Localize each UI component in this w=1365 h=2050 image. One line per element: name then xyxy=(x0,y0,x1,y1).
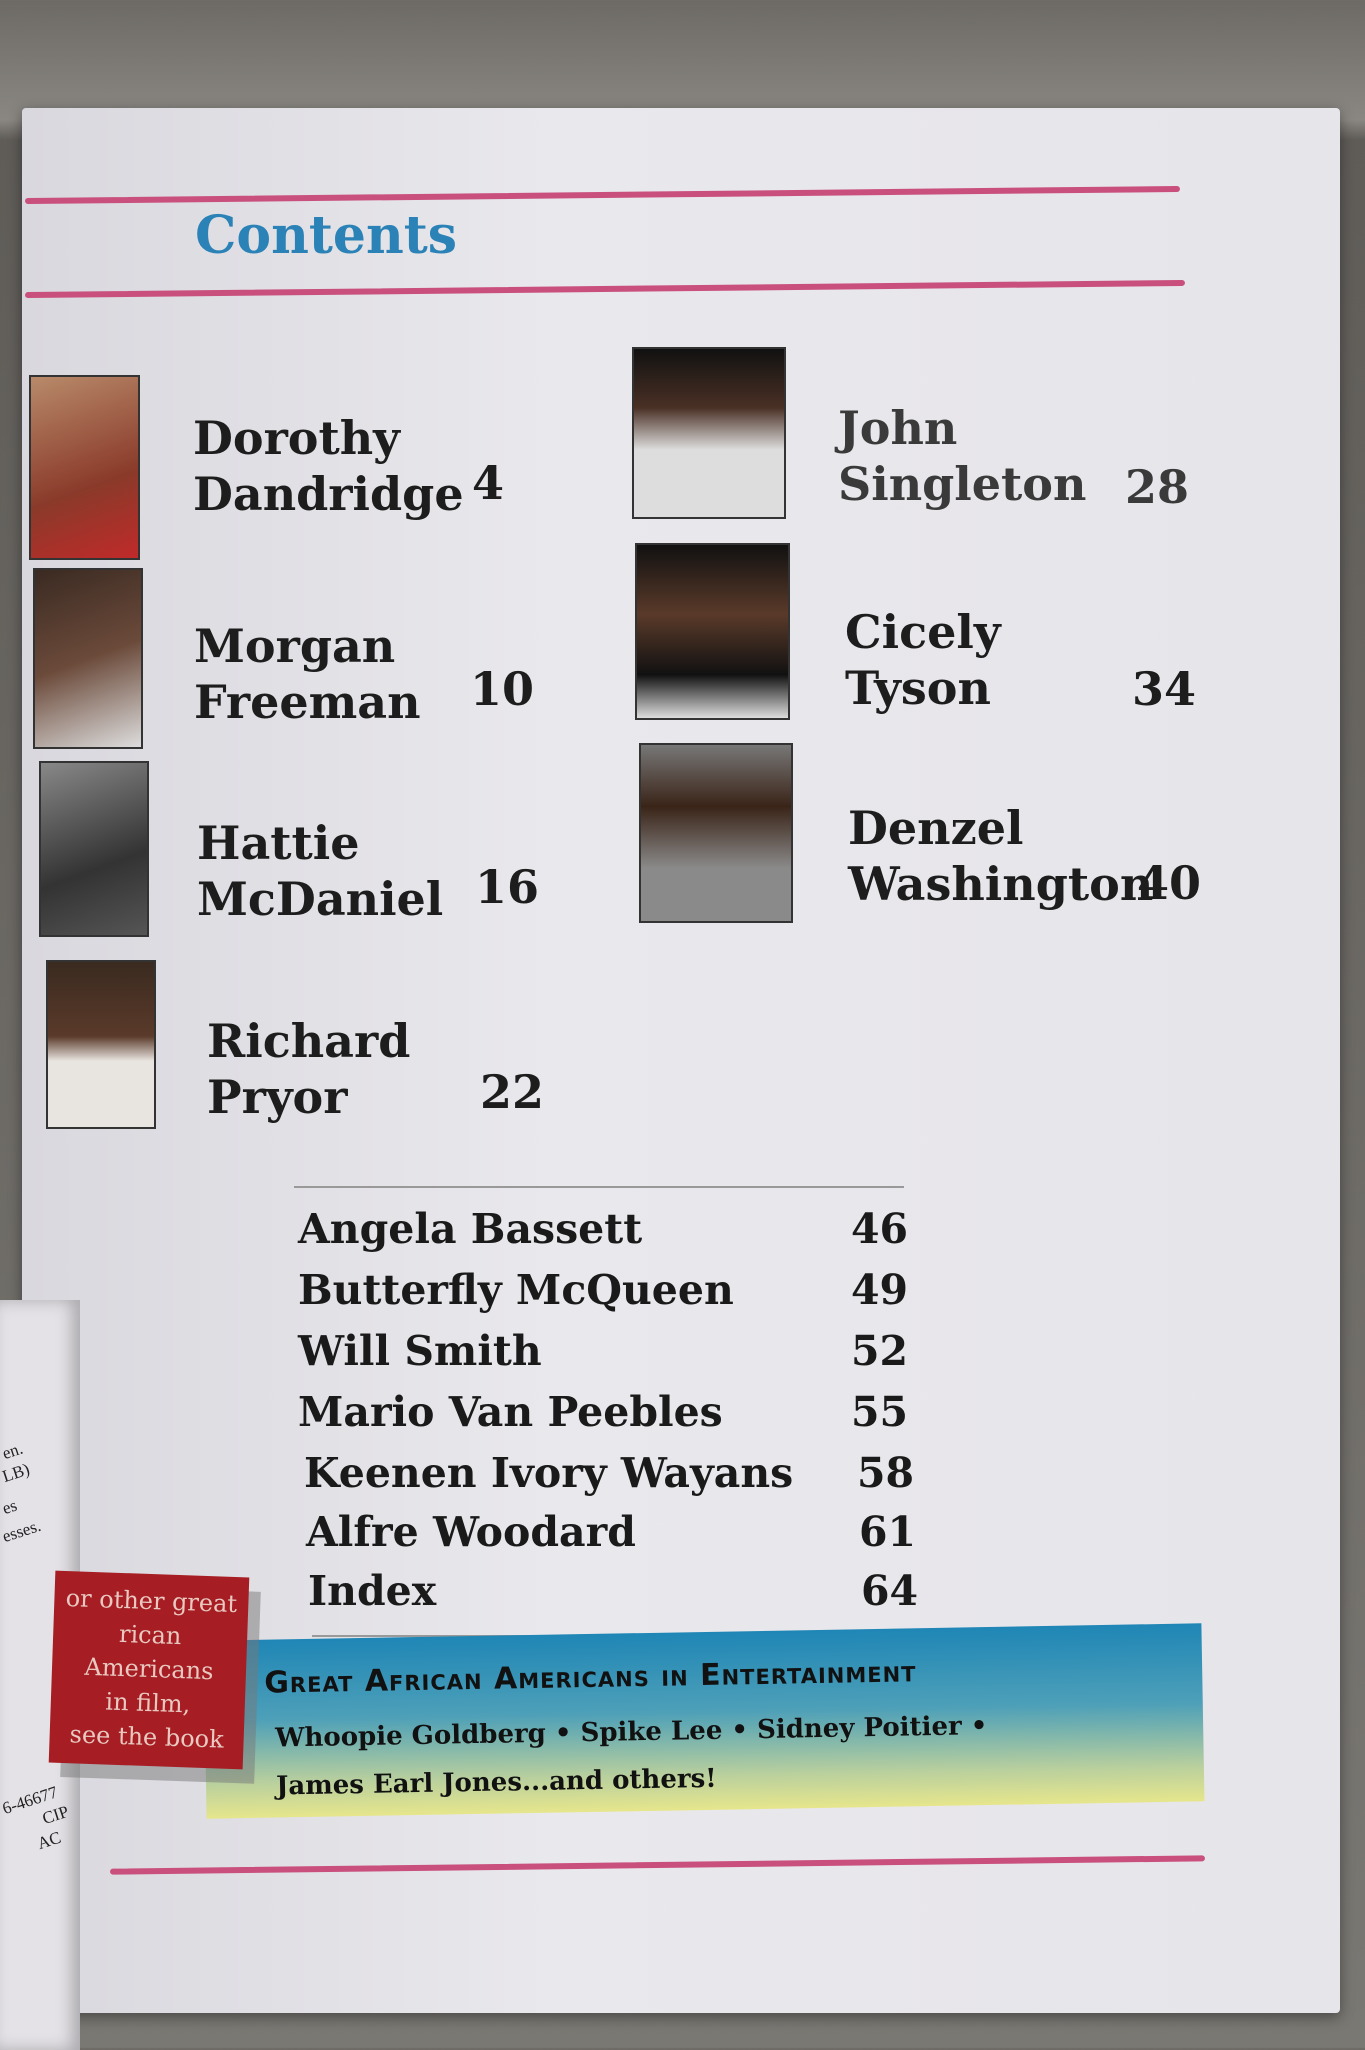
entry-morgan-freeman: Morgan Freeman xyxy=(194,619,421,729)
page-number: 4 xyxy=(472,456,505,510)
left-page-text: esses. xyxy=(0,1515,44,1547)
list-item: Butterfly McQueen 49 xyxy=(298,1266,908,1314)
photo-john-singleton xyxy=(632,347,786,519)
entry-dorothy-dandridge: Dorothy Dandridge xyxy=(193,411,464,521)
list-item: Angela Bassett 46 xyxy=(298,1205,908,1253)
promo-banner: Great African Americans in Entertainment… xyxy=(203,1623,1205,1819)
entry-richard-pryor: Richard Pryor xyxy=(207,1014,411,1124)
page-number: 22 xyxy=(480,1065,545,1119)
entry-hattie-mcdaniel: Hattie McDaniel xyxy=(197,816,444,926)
page-number: 28 xyxy=(1125,460,1190,514)
left-page-text: LB) xyxy=(0,1459,32,1487)
left-page-text: AC xyxy=(35,1827,64,1854)
entry-cicely-tyson: Cicely Tyson xyxy=(845,605,1001,715)
banner-names-2: James Earl Jones...and others! xyxy=(275,1763,717,1802)
list-top-divider xyxy=(294,1186,904,1188)
photo-richard-pryor xyxy=(46,960,156,1129)
page-number: 16 xyxy=(475,860,540,914)
banner-title: Great African Americans in Entertainment xyxy=(263,1654,917,1701)
photo-denzel-washington xyxy=(639,743,793,923)
photo-cicely-tyson xyxy=(635,543,790,720)
promo-red-box: or other great rican Americans in film, … xyxy=(48,1570,250,1770)
photo-morgan-freeman xyxy=(33,568,143,749)
list-item: Will Smith 52 xyxy=(298,1327,908,1375)
list-item: Mario Van Peebles 55 xyxy=(298,1388,908,1436)
page-title: Contents xyxy=(195,205,458,266)
list-item: Keenen Ivory Wayans 58 xyxy=(304,1449,914,1497)
list-item: Index 64 xyxy=(308,1567,918,1615)
page-number: 40 xyxy=(1137,856,1202,910)
entry-denzel-washington: Denzel Washington xyxy=(848,801,1154,911)
photo-dorothy-dandridge xyxy=(29,375,140,560)
photo-hattie-mcdaniel xyxy=(39,761,149,937)
left-page-text: es xyxy=(0,1495,20,1519)
entry-john-singleton: John Singleton xyxy=(838,401,1087,511)
page-number: 34 xyxy=(1132,662,1197,716)
banner-names: Whoopie Goldberg • Spike Lee • Sidney Po… xyxy=(274,1711,988,1754)
page-number: 10 xyxy=(470,662,535,716)
list-item: Alfre Woodard 61 xyxy=(306,1508,916,1556)
